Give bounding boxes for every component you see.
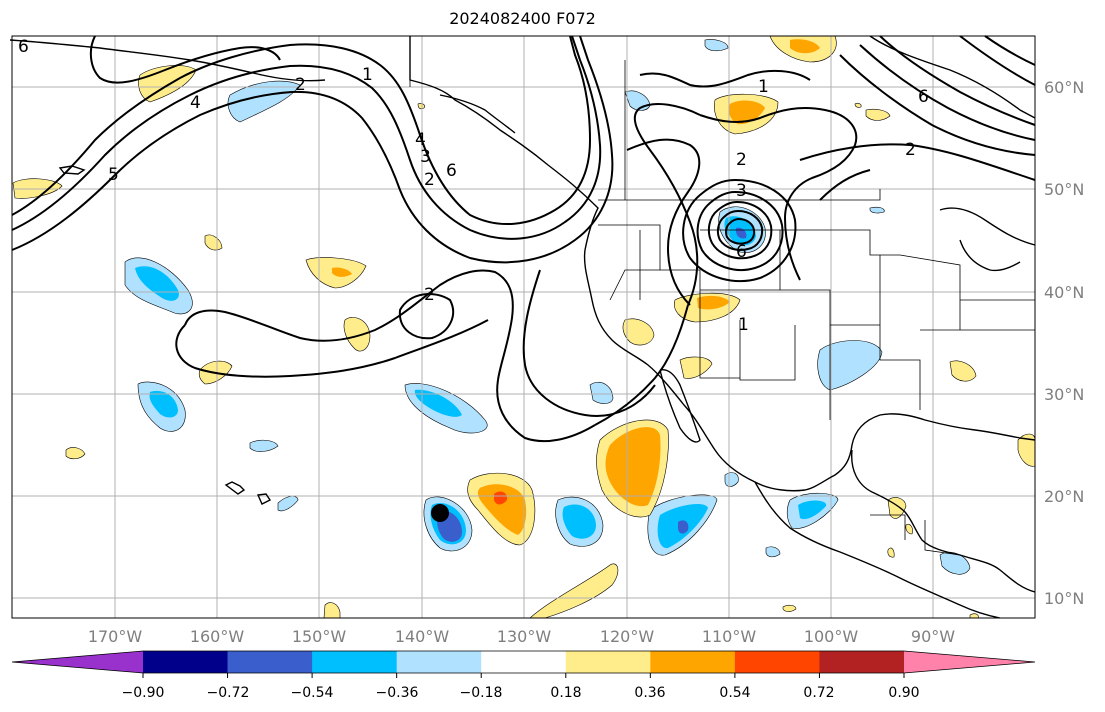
colorbar-segments xyxy=(11,650,1036,674)
colorbar-tick-label: 0.72 xyxy=(803,685,834,701)
colorbar-tick-label: 0.90 xyxy=(888,685,919,701)
contour-label: 2 xyxy=(424,285,435,305)
lon-label: 130°W xyxy=(497,627,552,646)
lon-label: 90°W xyxy=(911,627,955,646)
contour-label: 6 xyxy=(446,161,457,181)
colorbar-tick-label: −0.54 xyxy=(291,685,334,701)
contour-label: 4 xyxy=(415,130,426,150)
contour-label: 3 xyxy=(420,147,431,167)
colorbar-segment xyxy=(396,651,482,673)
contour-label: 4 xyxy=(190,93,201,113)
contour-label: 6 xyxy=(18,37,29,57)
contour-labels: 6 4 2 1 2 3 4 6 2 1 2 3 6 2 1 5 6 xyxy=(18,37,929,335)
colorbar-tick-label: 0.36 xyxy=(634,685,665,701)
lat-label: 40°N xyxy=(1044,283,1084,302)
colorbar-tick-label: −0.18 xyxy=(460,685,503,701)
colorbar-tick-label: −0.72 xyxy=(207,685,250,701)
colorbar: −0.90 −0.72 −0.54 −0.36 −0.18 0.18 0.36 … xyxy=(11,650,1036,701)
longitude-labels: 170°W 160°W 150°W 140°W 130°W 120°W 110°… xyxy=(88,627,955,646)
contour-label: 1 xyxy=(758,77,769,97)
map-title: 2024082400 F072 xyxy=(449,9,596,28)
colorbar-tick-label: −0.90 xyxy=(122,685,165,701)
colorbar-tick-label: 0.54 xyxy=(719,685,750,701)
map-frame xyxy=(11,35,1036,619)
contour-label: 1 xyxy=(362,65,373,85)
colorbar-segment xyxy=(819,651,905,673)
contour-label: 6 xyxy=(918,87,929,107)
colorbar-segment xyxy=(565,651,651,673)
colorbar-segment xyxy=(734,651,820,673)
colorbar-tick-label: 0.18 xyxy=(550,685,581,701)
colorbar-segment xyxy=(227,651,313,673)
contours xyxy=(11,35,1036,443)
graticule xyxy=(12,36,1035,618)
contour-label: 2 xyxy=(295,75,306,95)
lon-label: 170°W xyxy=(88,627,143,646)
colorbar-segment xyxy=(312,651,398,673)
contour-label: 2 xyxy=(905,140,916,160)
contour-label: 5 xyxy=(108,165,119,185)
latitude-labels: 60°N 50°N 40°N 30°N 20°N 10°N xyxy=(1044,78,1084,608)
lon-label: 140°W xyxy=(395,627,450,646)
contour-label: 6 xyxy=(736,242,747,262)
coastlines xyxy=(9,35,1036,619)
anomaly-shading xyxy=(12,35,1036,619)
contour-label: 1 xyxy=(738,315,749,335)
lon-label: 110°W xyxy=(702,627,757,646)
lat-label: 20°N xyxy=(1044,487,1084,506)
colorbar-tick-label: −0.36 xyxy=(376,685,419,701)
contour-label: 2 xyxy=(736,150,747,170)
lat-label: 60°N xyxy=(1044,78,1084,97)
colorbar-segment xyxy=(481,651,567,673)
colorbar-ticks xyxy=(142,673,905,678)
contour-label: 3 xyxy=(736,181,747,201)
colorbar-segment xyxy=(143,651,229,673)
lat-label: 10°N xyxy=(1044,589,1084,608)
lon-label: 120°W xyxy=(600,627,655,646)
lon-label: 160°W xyxy=(190,627,245,646)
colorbar-extend-high xyxy=(904,651,1035,673)
colorbar-segment xyxy=(650,651,736,673)
storm-center-marker xyxy=(431,504,449,522)
contour-label: 2 xyxy=(424,170,435,190)
political-borders xyxy=(409,36,1035,556)
lon-label: 100°W xyxy=(804,627,859,646)
lat-label: 50°N xyxy=(1044,180,1084,199)
lat-label: 30°N xyxy=(1044,385,1084,404)
lon-label: 150°W xyxy=(292,627,347,646)
colorbar-extend-low xyxy=(12,651,143,673)
